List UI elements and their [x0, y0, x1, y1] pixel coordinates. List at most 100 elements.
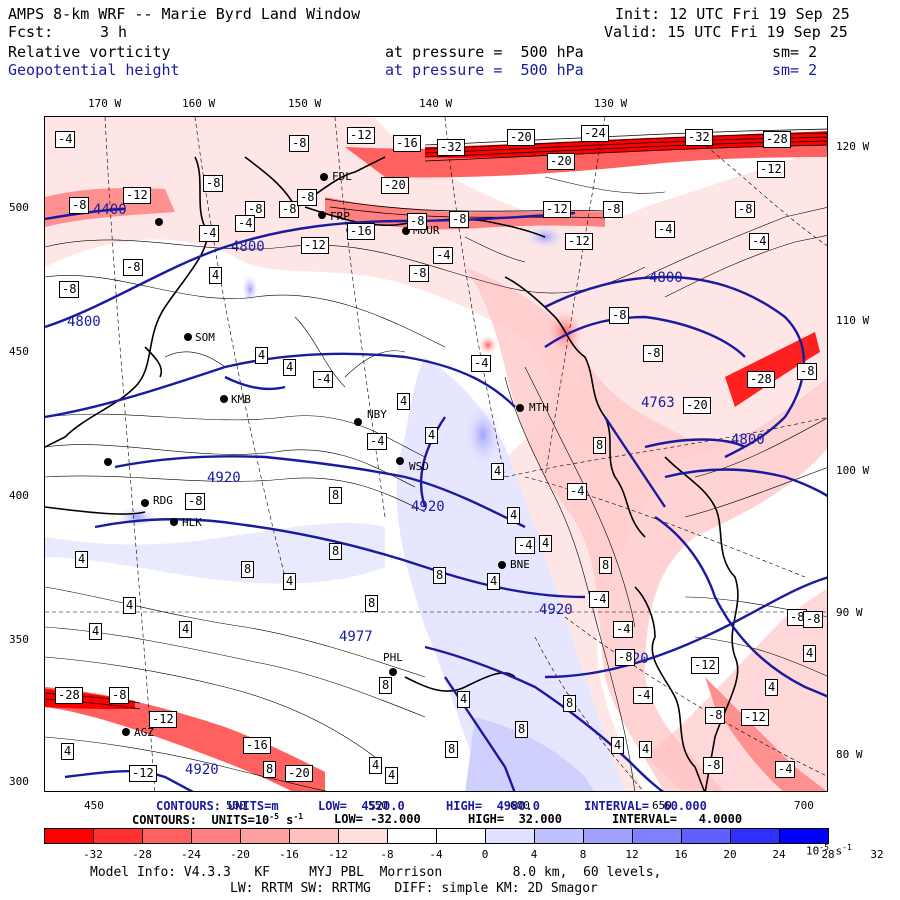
station-label: NBY	[367, 408, 387, 421]
vorticity-band	[45, 687, 325, 791]
vorticity-cell	[117, 507, 157, 527]
x-axis-label: 550	[368, 799, 388, 812]
vorticity-label: -16	[347, 223, 375, 241]
station-label: SOM	[195, 331, 215, 344]
vorticity-label: 8	[379, 677, 393, 695]
vorticity-label: -12	[565, 233, 593, 251]
colorbar-label: 28	[821, 848, 835, 861]
colorbar-units-s-exp: -1	[842, 843, 852, 852]
vorticity-label: 8	[329, 543, 343, 561]
height-label: 4800	[649, 270, 683, 286]
vorticity-label: 4	[765, 679, 779, 697]
contours-height-high: HIGH= 4980.0	[446, 799, 540, 813]
units-seconds: s	[278, 813, 294, 827]
vorticity-label: -8	[603, 201, 624, 219]
contours-vorticity-units: CONTOURS: UNITS=10	[132, 813, 270, 827]
vorticity-shading	[45, 117, 827, 791]
colorbar-swatch	[44, 828, 94, 844]
vorticity-label: -12	[691, 657, 719, 675]
y-axis-label: 350	[9, 633, 29, 646]
vorticity-label: 4	[507, 507, 521, 525]
vorticity-label: 4	[611, 737, 625, 755]
contours-vorticity-interval: INTERVAL= 4.0000	[612, 812, 743, 826]
vorticity-label: -4	[567, 483, 588, 501]
colorbar-label: 20	[723, 848, 737, 861]
vorticity-label: -16	[393, 135, 421, 153]
vorticity-label: 8	[445, 741, 459, 759]
vorticity-label: -8	[797, 363, 818, 381]
vorticity-label: -8	[59, 281, 80, 299]
vorticity-label: -8	[203, 175, 224, 193]
contours-vorticity-high: HIGH= 32.000	[468, 812, 562, 826]
right-lon-label: 80 W	[836, 748, 863, 761]
vorticity-label: -8	[109, 687, 130, 705]
vorticity-label: -8	[703, 757, 724, 775]
station-label: PHL	[383, 651, 403, 664]
vorticity-label: -32	[437, 139, 465, 157]
colorbar-label: 12	[625, 848, 639, 861]
vorticity-label: -32	[685, 129, 713, 147]
x-axis-label: 500	[226, 799, 246, 812]
colorbar-swatch	[583, 828, 633, 844]
vorticity-label: -4	[655, 221, 676, 239]
vorticity-label: -8	[787, 609, 808, 627]
vorticity-positive	[396, 357, 625, 791]
vorticity-label: 4	[61, 743, 75, 761]
field2-level: at pressure = 500 hPa	[385, 61, 584, 79]
units-exponent: -5	[269, 812, 279, 821]
vorticity-cell	[478, 335, 498, 355]
vorticity-label: 8	[433, 567, 447, 585]
height-contours	[45, 207, 827, 791]
vorticity-label: 8	[263, 761, 277, 779]
vorticity-label: -8	[245, 201, 266, 219]
model-info-physics: LW: RRTM SW: RRTMG DIFF: simple KM: 2D S…	[230, 881, 598, 896]
vorticity-label: -4	[433, 247, 454, 265]
y-axis-label: 300	[9, 775, 29, 788]
vorticity-label: -4	[367, 433, 388, 451]
vorticity-label: -4	[55, 131, 76, 149]
right-lon-label: 120 W	[836, 140, 870, 153]
vorticity-label: 4	[179, 621, 193, 639]
vorticity-label: -12	[301, 237, 329, 255]
vorticity-label: 8	[365, 595, 379, 613]
vorticity-label: -4	[775, 761, 796, 779]
station-markers	[104, 173, 524, 736]
vorticity-label: -8	[289, 135, 310, 153]
vorticity-label: 4	[491, 463, 505, 481]
field2-smoothing: sm= 2	[772, 61, 818, 79]
station-label: FDL	[332, 170, 352, 183]
units-seconds-exponent: -1	[293, 812, 304, 821]
vorticity-label: -4	[313, 371, 334, 389]
colorbar-swatch	[387, 828, 437, 844]
vorticity-label: 4	[123, 597, 137, 615]
vorticity-label: -24	[581, 125, 609, 143]
vorticity-label: -4	[471, 355, 492, 373]
vorticity-label: -8	[735, 201, 756, 219]
vorticity-label: -8	[69, 197, 90, 215]
vorticity-label: 4	[283, 573, 297, 591]
colorbar-swatch	[681, 828, 731, 844]
vorticity-label: 4	[539, 535, 553, 553]
colorbar-label: -24	[181, 848, 201, 861]
height-label: 4920	[411, 499, 445, 515]
vorticity-cell	[242, 275, 258, 303]
field1-name: Relative vorticity	[8, 43, 171, 61]
vorticity-label: -28	[55, 687, 83, 705]
contours-height-units: UNITS=m	[228, 799, 279, 813]
vorticity-label: -4	[589, 591, 610, 609]
vorticity-label: 8	[329, 487, 343, 505]
vorticity-label: -20	[285, 765, 313, 783]
colorbar-swatch	[240, 828, 290, 844]
vorticity-label: -28	[747, 371, 775, 389]
vorticity-label: -8	[409, 265, 430, 283]
vorticity-label: -4	[749, 233, 770, 251]
vorticity-label: -12	[543, 201, 571, 219]
station-label: KMB	[231, 393, 251, 406]
vorticity-label: -20	[507, 129, 535, 147]
vorticity-label: -8	[297, 189, 318, 207]
vorticity-label: 4	[369, 757, 383, 775]
vorticity-positive	[45, 522, 385, 584]
vorticity-label: 8	[599, 557, 613, 575]
vorticity-label: -4	[235, 215, 256, 233]
station-label: HLK	[182, 516, 202, 529]
